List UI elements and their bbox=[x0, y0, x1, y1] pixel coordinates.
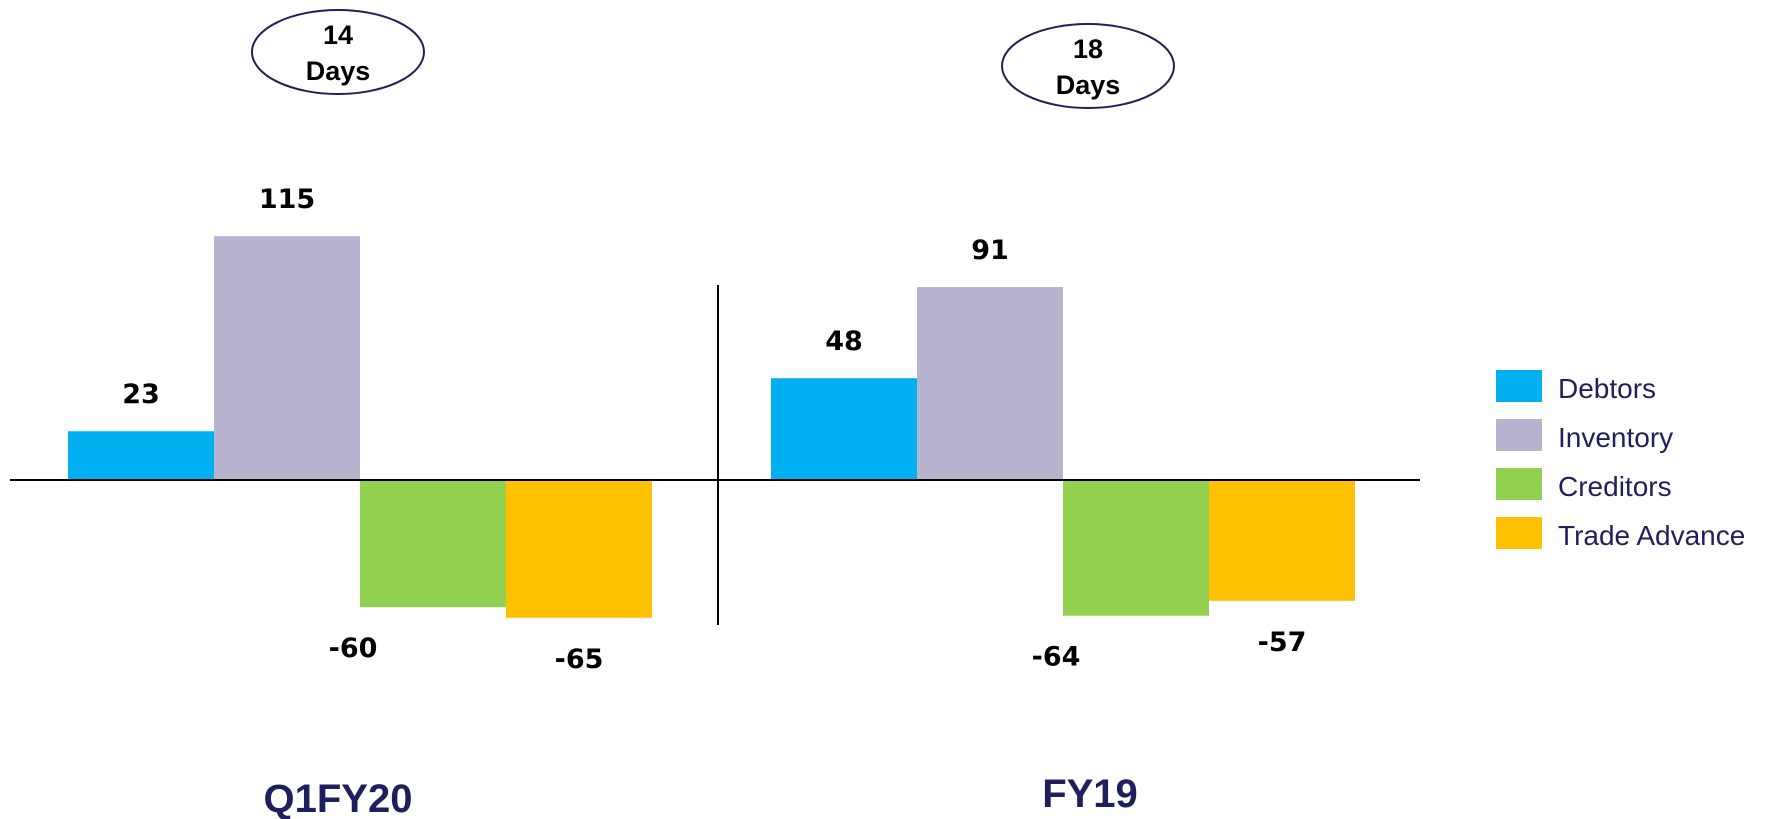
legend-swatch-inventory bbox=[1496, 419, 1542, 451]
value-label-creditors-q1fy20: -60 bbox=[329, 633, 378, 664]
labels-layer: 23 115 -60 -65 48 91 -64 -57 Q1FY20 FY19 bbox=[122, 184, 1306, 819]
bar-creditors-q1fy20 bbox=[360, 480, 506, 608]
bar-debtors-fy19 bbox=[771, 378, 917, 480]
value-label-inventory-fy19: 91 bbox=[971, 235, 1009, 266]
value-label-trade-advance-q1fy20: -65 bbox=[555, 644, 604, 675]
legend-label-trade-advance: Trade Advance bbox=[1558, 520, 1745, 551]
bar-inventory-fy19 bbox=[917, 287, 1063, 480]
bar-trade-advance-fy19 bbox=[1209, 480, 1355, 601]
legend-item-trade-advance: Trade Advance bbox=[1496, 517, 1745, 551]
badge-value: 14 bbox=[323, 20, 353, 50]
period-label-fy19: FY19 bbox=[1042, 772, 1138, 816]
legend-swatch-trade-advance bbox=[1496, 517, 1542, 549]
value-label-trade-advance-fy19: -57 bbox=[1258, 627, 1307, 658]
axis-layer bbox=[10, 285, 1420, 625]
badges-layer: 14 Days 18 Days bbox=[251, 9, 1175, 109]
value-label-debtors-q1fy20: 23 bbox=[122, 379, 160, 410]
value-label-inventory-q1fy20: 115 bbox=[259, 184, 315, 215]
value-label-debtors-fy19: 48 bbox=[825, 326, 863, 357]
period-label-q1fy20: Q1FY20 bbox=[264, 777, 413, 819]
days-badge-q1fy20: 14 Days bbox=[251, 9, 425, 95]
legend-item-creditors: Creditors bbox=[1496, 468, 1672, 502]
legend-label-inventory: Inventory bbox=[1558, 422, 1673, 453]
badge-unit: Days bbox=[306, 56, 371, 86]
bar-creditors-fy19 bbox=[1063, 480, 1209, 616]
badge-unit: Days bbox=[1056, 70, 1121, 100]
bar-trade-advance-q1fy20 bbox=[506, 480, 652, 618]
bar-debtors-q1fy20 bbox=[68, 431, 214, 480]
bars-layer bbox=[68, 236, 1355, 618]
legend-label-debtors: Debtors bbox=[1558, 373, 1656, 404]
bar-inventory-q1fy20 bbox=[214, 236, 360, 480]
badge-ellipse bbox=[1001, 23, 1175, 109]
legend-swatch-debtors bbox=[1496, 370, 1542, 402]
legend-swatch-creditors bbox=[1496, 468, 1542, 500]
legend-label-creditors: Creditors bbox=[1558, 471, 1672, 502]
value-label-creditors-fy19: -64 bbox=[1032, 642, 1081, 673]
legend: Debtors Inventory Creditors Trade Advance bbox=[1496, 370, 1745, 551]
legend-item-inventory: Inventory bbox=[1496, 419, 1673, 453]
badge-ellipse bbox=[251, 9, 425, 95]
badge-value: 18 bbox=[1073, 34, 1103, 64]
days-badge-fy19: 18 Days bbox=[1001, 23, 1175, 109]
legend-item-debtors: Debtors bbox=[1496, 370, 1656, 404]
